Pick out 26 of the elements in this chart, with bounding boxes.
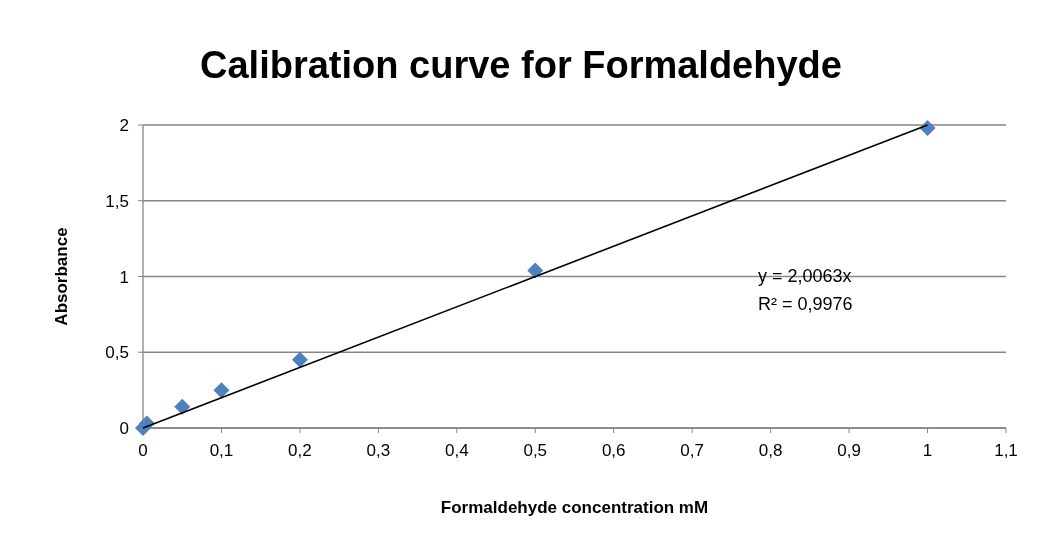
x-tick-label: 0,5 xyxy=(523,441,548,460)
x-tick-label: 0,3 xyxy=(366,441,391,460)
x-tick-label: 0,8 xyxy=(758,441,783,460)
point xyxy=(174,398,191,415)
x-tick-label: 0,4 xyxy=(445,441,469,460)
x-tick-label: 0,7 xyxy=(680,441,704,460)
y-tick-label: 2 xyxy=(119,116,129,135)
x-tick-label: 1,1 xyxy=(994,441,1018,460)
x-tick-label: 0,9 xyxy=(837,441,861,460)
point xyxy=(213,382,230,399)
point xyxy=(527,262,544,279)
x-tick-label: 1 xyxy=(922,441,933,460)
chart-title: Calibration curve for Formaldehyde xyxy=(200,44,842,86)
x-tick-label: 0,6 xyxy=(601,441,626,460)
x-tick-label: 0,1 xyxy=(209,441,234,460)
y-tick-label: 0 xyxy=(119,419,129,438)
x-tick-label: 0,2 xyxy=(288,441,312,460)
y-axis-title: Absorbance xyxy=(52,227,71,326)
point xyxy=(291,351,308,368)
y-tick-label: 1,5 xyxy=(105,191,129,211)
annotation: R² = 0,9976 xyxy=(758,294,853,314)
annotation: y = 2,0063x xyxy=(758,266,852,286)
y-tick-label: 0,5 xyxy=(105,343,129,363)
y-tick-label: 1 xyxy=(119,267,129,287)
x-tick-label: 0 xyxy=(138,441,148,460)
x-axis-title: Formaldehyde concentration mM xyxy=(440,498,709,517)
